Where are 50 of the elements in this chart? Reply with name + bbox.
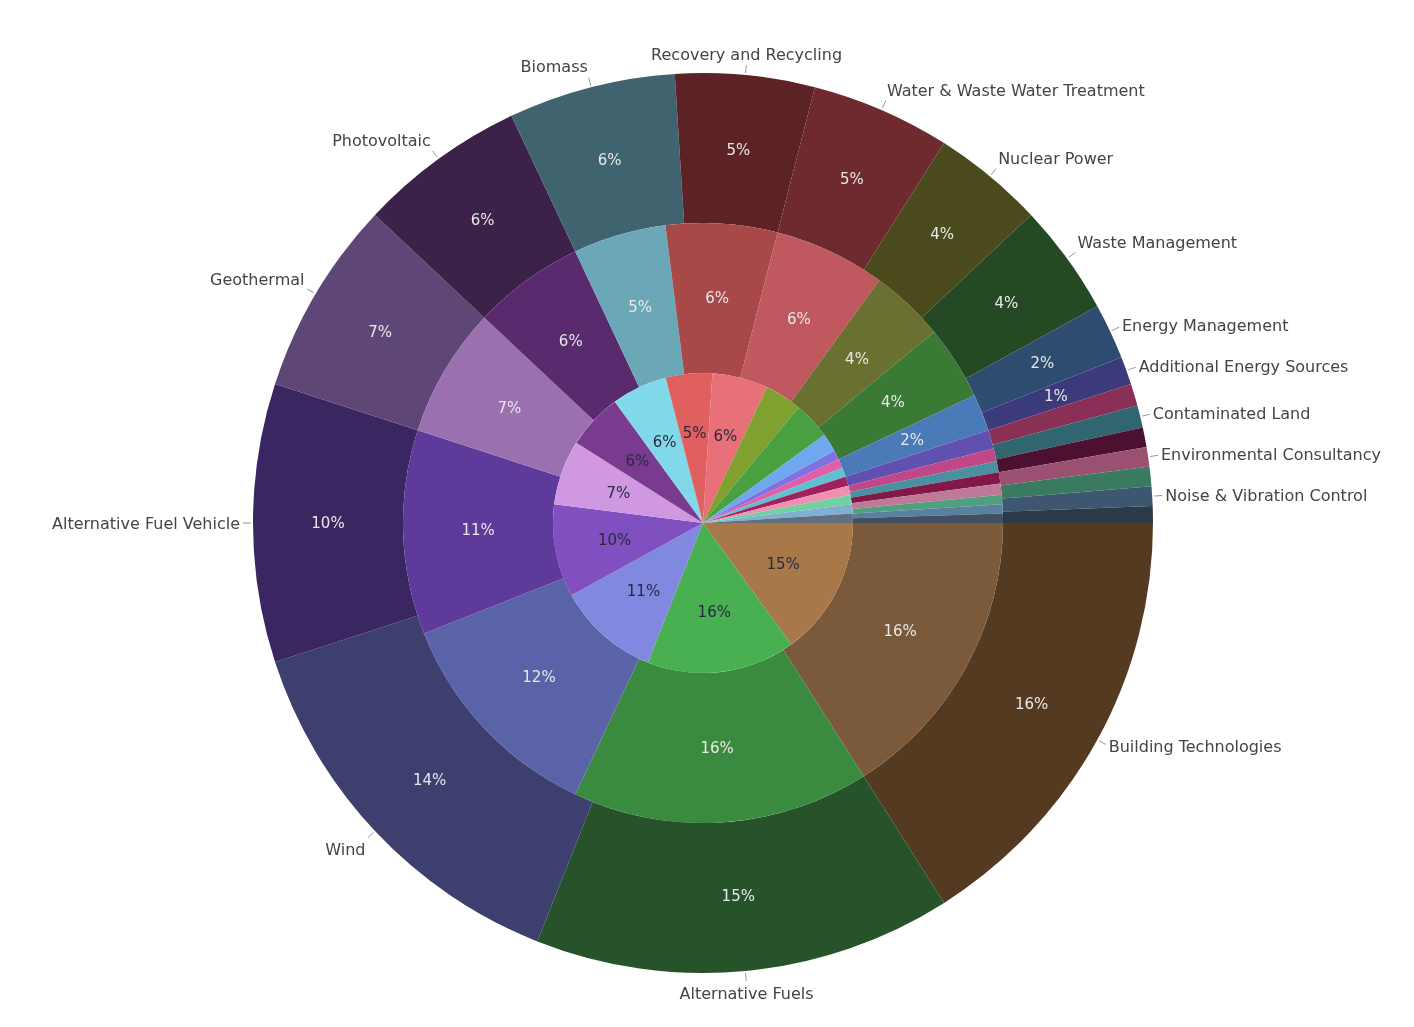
data-label: 4% — [881, 393, 905, 412]
data-label: 1% — [1043, 386, 1068, 405]
data-label: 14% — [412, 770, 447, 789]
slice-label: Water & Waste Water Treatment — [886, 80, 1145, 100]
data-label: 16% — [1014, 694, 1049, 713]
data-label: 7% — [606, 483, 631, 502]
data-label: 16% — [883, 622, 917, 641]
slice-label: Contaminated Land — [1152, 404, 1311, 423]
data-label: 16% — [697, 603, 731, 622]
slice-label: Environmental Consultancy — [1160, 445, 1381, 465]
data-label: 6% — [470, 210, 495, 229]
slice-label: Alternative Fuels — [679, 984, 814, 1004]
slice-label: Biomass — [520, 57, 588, 77]
data-label: 4% — [930, 225, 954, 244]
data-label: 5% — [726, 140, 751, 159]
data-label: 5% — [628, 297, 653, 316]
data-label: 2% — [900, 431, 925, 450]
data-label: 11% — [626, 581, 661, 600]
data-label: 15% — [766, 554, 800, 573]
data-label: 6% — [625, 452, 650, 471]
data-label: 6% — [705, 289, 730, 308]
data-label: 6% — [558, 331, 583, 350]
slice-label: Energy Management — [1121, 316, 1289, 336]
data-label: 7% — [368, 323, 393, 342]
data-label: 6% — [713, 426, 738, 445]
data-label: 5% — [840, 169, 864, 188]
data-label: 7% — [497, 399, 522, 418]
slice-label: Waste Management — [1077, 233, 1238, 253]
data-label: 15% — [721, 887, 755, 906]
data-label: 6% — [652, 432, 677, 451]
data-label: 10% — [311, 514, 345, 532]
slice-label: Wind — [325, 840, 366, 860]
slice-label: Noise & Vibration Control — [1165, 485, 1368, 505]
data-label: 5% — [682, 424, 707, 443]
slice-label: Alternative Fuel Vehicle — [52, 513, 240, 533]
slice-label: Building Technologies — [1108, 736, 1282, 756]
data-label: 11% — [461, 521, 495, 540]
data-label: 16% — [700, 738, 734, 757]
slice-label: Geothermal — [210, 269, 305, 289]
slice-label: Nuclear Power — [998, 148, 1114, 168]
data-label: 12% — [522, 668, 556, 687]
slice-label: Additional Energy Sources — [1138, 356, 1349, 376]
slice-label: Photovoltaic — [332, 130, 431, 150]
data-label: 10% — [597, 530, 632, 549]
slice-label: Recovery and Recycling — [651, 44, 843, 64]
data-label: 2% — [1030, 354, 1055, 373]
data-label: 6% — [786, 310, 811, 329]
data-label: 6% — [597, 150, 622, 169]
data-label: 4% — [845, 349, 869, 368]
data-label: 4% — [994, 293, 1019, 312]
